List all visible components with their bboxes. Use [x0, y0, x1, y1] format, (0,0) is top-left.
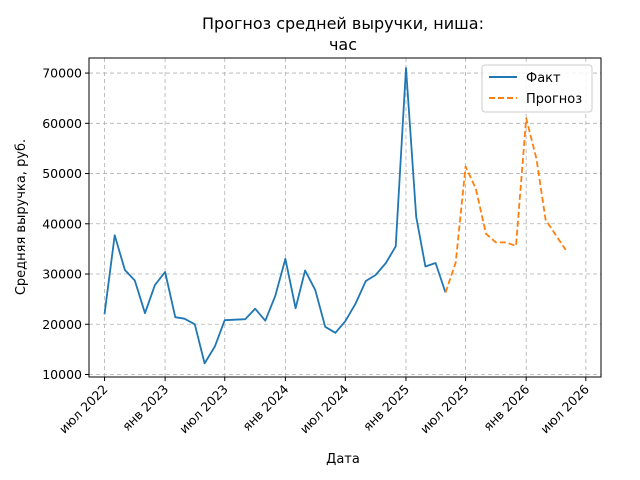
y-tick-label: 70000 [42, 66, 82, 81]
chart-title-line-1: Прогноз средней выручки, ниша: [202, 14, 484, 33]
y-tick-label: 60000 [42, 116, 82, 131]
y-tick-label: 20000 [42, 317, 82, 332]
x-tick-label: июл 2023 [176, 382, 231, 437]
x-tick-label: янв 2026 [480, 381, 532, 433]
x-tick-label: янв 2025 [360, 382, 412, 434]
legend: Факт Прогноз [481, 64, 593, 113]
plot-frame [88, 57, 602, 378]
x-tick-label: июл 2026 [537, 381, 592, 436]
y-axis-label: Средняя выручка, руб. [14, 139, 29, 295]
series-line-fact [103, 67, 447, 365]
y-tick-label: 40000 [42, 216, 82, 231]
x-tick-label: янв 2023 [119, 382, 171, 434]
series-layer [103, 67, 567, 365]
x-tick-label: янв 2024 [239, 381, 291, 433]
series-line-forecast [444, 117, 567, 293]
x-axis-label: Дата [326, 452, 360, 467]
axis-ticks: 10000 20000 30000 40000 50000 60000 70000 июл 2… [42, 66, 592, 437]
y-tick-label: 30000 [42, 267, 82, 282]
legend-label-fact: Факт [526, 71, 561, 86]
x-tick-label: июл 2025 [417, 382, 472, 437]
x-tick-label: июл 2022 [56, 382, 111, 437]
y-tick-label: 50000 [42, 166, 82, 181]
grid-lines [89, 58, 601, 377]
x-tick-label: июл 2024 [297, 381, 352, 436]
y-tick-label: 10000 [42, 367, 82, 382]
chart-title-line-2: час [329, 35, 357, 54]
legend-label-forecast: Прогноз [526, 92, 582, 107]
